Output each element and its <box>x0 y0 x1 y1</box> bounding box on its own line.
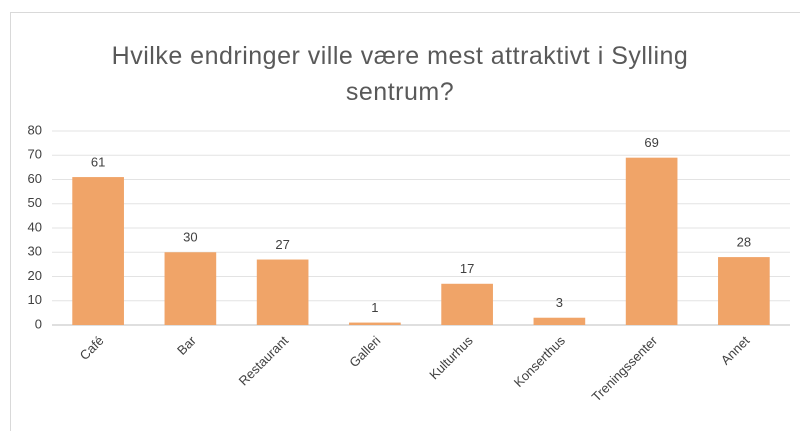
data-label: 30 <box>183 230 197 245</box>
x-tick-label: Restaurant <box>236 333 292 389</box>
x-tick-label: Annet <box>718 333 753 368</box>
data-label: 17 <box>460 261 474 276</box>
bar <box>164 252 217 325</box>
bar <box>718 257 770 325</box>
y-tick-label: 40 <box>28 219 42 234</box>
chart-title: Hvilke endringer ville være mest attrakt… <box>111 42 689 106</box>
y-tick-label: 80 <box>28 122 42 137</box>
chart-border <box>10 12 800 431</box>
x-tick-label: Konserthus <box>511 333 568 390</box>
x-tick-label: Bar <box>174 332 199 357</box>
y-tick-label: 60 <box>28 171 42 186</box>
bar <box>441 283 493 325</box>
data-label: 1 <box>371 300 378 315</box>
data-label: 61 <box>91 155 105 170</box>
data-label: 27 <box>275 237 289 252</box>
y-tick-label: 0 <box>35 316 42 331</box>
bar <box>256 259 309 325</box>
x-tick-label: Treningssenter <box>589 332 661 404</box>
bar <box>72 177 124 325</box>
y-tick-label: 10 <box>28 292 42 307</box>
y-tick-label: 50 <box>28 195 42 210</box>
x-tick-label: Galleri <box>346 333 383 370</box>
bar <box>349 322 401 325</box>
data-label: 69 <box>644 135 658 150</box>
y-tick-label: 20 <box>28 268 42 283</box>
bar <box>625 157 678 325</box>
bar <box>533 317 586 325</box>
x-tick-label: Café <box>77 333 107 363</box>
y-tick-label: 30 <box>28 244 42 259</box>
x-tick-label: Kulturhus <box>426 333 476 383</box>
data-label: 28 <box>737 235 751 250</box>
data-label: 3 <box>556 295 563 310</box>
y-tick-label: 70 <box>28 147 42 162</box>
